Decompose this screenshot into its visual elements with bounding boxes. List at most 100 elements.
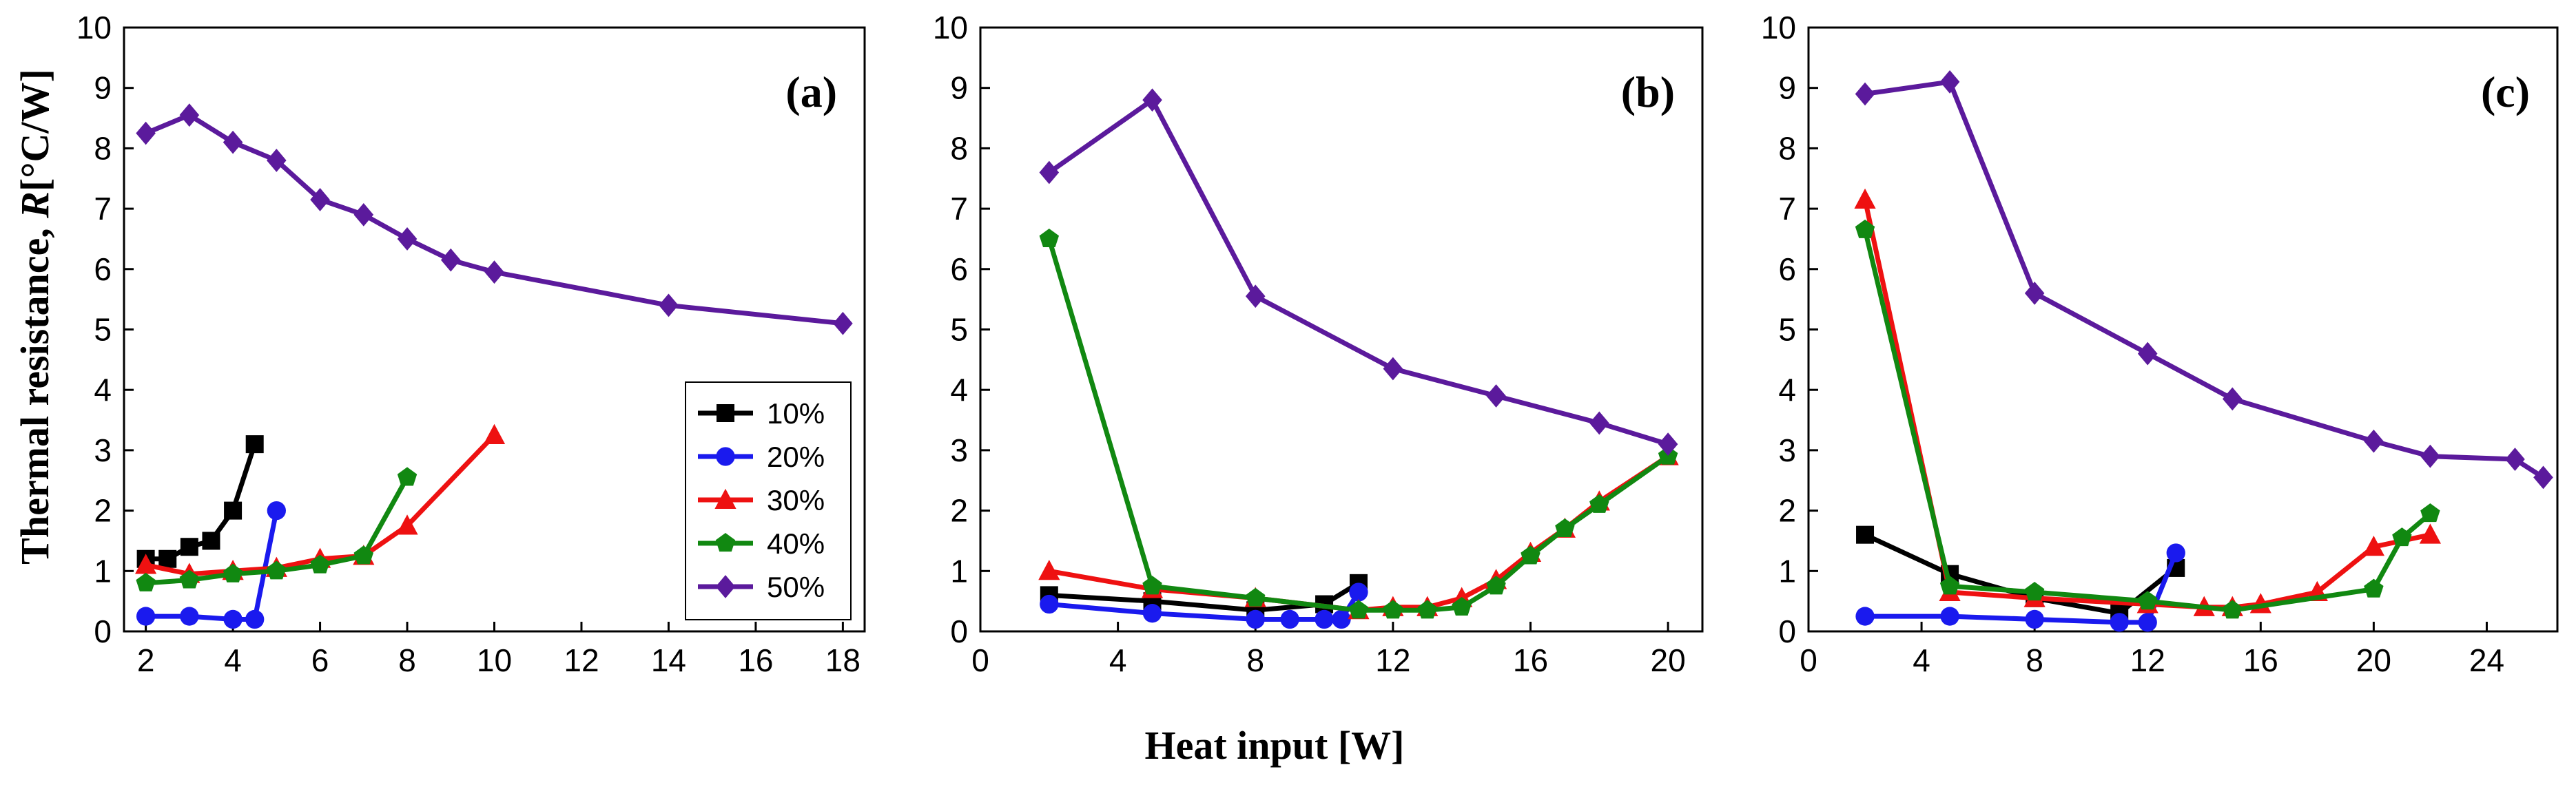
series-50pct bbox=[1039, 88, 1678, 457]
x-tick-label: 20 bbox=[2356, 642, 2391, 678]
data-point bbox=[2025, 609, 2044, 629]
data-point bbox=[1939, 70, 1960, 94]
panel-label: (a) bbox=[785, 67, 837, 116]
data-point bbox=[1038, 560, 1060, 580]
x-tick-label: 8 bbox=[398, 642, 416, 678]
series-40pct bbox=[1039, 229, 1678, 619]
y-axis-title-prefix: Thermal resistance, bbox=[12, 218, 57, 565]
data-point bbox=[353, 545, 374, 565]
plot-frame bbox=[1807, 26, 2559, 633]
data-point bbox=[1555, 518, 1575, 538]
x-tick-label: 8 bbox=[1246, 642, 1264, 678]
y-axis-title-unit: [°C/W] bbox=[12, 69, 57, 191]
series-line bbox=[1862, 229, 2432, 613]
legend-label: 10% bbox=[767, 397, 825, 430]
legend-marker bbox=[715, 533, 736, 552]
series-40pct bbox=[136, 467, 418, 591]
y-tick-label: 7 bbox=[1778, 191, 1796, 227]
y-tick-label: 7 bbox=[94, 191, 112, 227]
data-point bbox=[267, 501, 286, 521]
data-point bbox=[483, 423, 506, 444]
x-tick-label: 4 bbox=[1913, 642, 1930, 678]
data-point bbox=[202, 532, 220, 550]
y-tick-label: 4 bbox=[1778, 372, 1796, 408]
x-tick-label: 18 bbox=[825, 642, 861, 678]
x-tick-label: 12 bbox=[564, 642, 599, 678]
y-axis-title-symbol: R bbox=[12, 191, 57, 219]
y-tick-label: 1 bbox=[950, 553, 968, 589]
data-point bbox=[2024, 281, 2045, 305]
y-axis-title: Thermal resistance, R[°C/W] bbox=[12, 69, 57, 565]
plot-frame bbox=[979, 26, 1704, 633]
y-tick-label: 10 bbox=[933, 10, 968, 45]
y-tick-label: 7 bbox=[950, 191, 968, 227]
data-point bbox=[1658, 432, 1678, 457]
data-point bbox=[2419, 523, 2442, 544]
data-point bbox=[1142, 88, 1162, 112]
y-tick-label: 10 bbox=[76, 10, 112, 45]
data-point bbox=[1855, 82, 1875, 106]
data-point bbox=[1855, 219, 1875, 238]
data-point bbox=[2364, 429, 2384, 453]
data-point bbox=[1383, 600, 1403, 619]
data-point bbox=[1486, 384, 1506, 408]
legend-marker bbox=[716, 447, 735, 466]
data-point bbox=[1280, 609, 1299, 629]
data-point bbox=[267, 149, 287, 172]
series-line bbox=[145, 112, 843, 326]
legend-label: 50% bbox=[767, 571, 825, 603]
x-tick-label: 12 bbox=[1375, 642, 1410, 678]
y-tick-label: 8 bbox=[94, 130, 112, 166]
x-tick-label: 4 bbox=[224, 642, 242, 678]
data-point bbox=[2364, 578, 2384, 598]
x-tick-label: 20 bbox=[1651, 642, 1686, 678]
data-point bbox=[223, 130, 243, 154]
y-tick-label: 2 bbox=[950, 493, 968, 529]
y-tick-label: 1 bbox=[94, 553, 112, 589]
y-tick-label: 6 bbox=[94, 251, 112, 287]
series-line bbox=[1047, 238, 1670, 613]
data-point bbox=[2420, 444, 2440, 468]
y-tick-label: 2 bbox=[1778, 493, 1796, 529]
data-point bbox=[2223, 600, 2243, 619]
data-point bbox=[136, 572, 156, 591]
data-point bbox=[136, 121, 156, 145]
data-point bbox=[1940, 607, 1959, 626]
y-tick-label: 9 bbox=[950, 70, 968, 106]
x-axis-title: Heat input [W] bbox=[1145, 723, 1405, 768]
x-tick-label: 6 bbox=[311, 642, 329, 678]
series-line bbox=[1865, 552, 2178, 625]
data-point bbox=[179, 569, 200, 589]
data-point bbox=[2362, 535, 2384, 556]
y-tick-label: 3 bbox=[950, 432, 968, 468]
y-tick-label: 9 bbox=[1778, 70, 1796, 106]
data-point bbox=[1854, 188, 1876, 209]
data-point bbox=[2024, 582, 2045, 601]
y-tick-label: 5 bbox=[1778, 312, 1796, 348]
y-tick-label: 4 bbox=[950, 372, 968, 408]
data-point bbox=[1040, 594, 1059, 614]
data-point bbox=[659, 293, 679, 317]
data-point bbox=[245, 609, 265, 629]
data-point bbox=[397, 467, 418, 486]
data-point bbox=[135, 554, 157, 574]
data-point bbox=[2110, 613, 2129, 632]
x-tick-label: 0 bbox=[1800, 642, 1817, 678]
x-tick-label: 4 bbox=[1109, 642, 1127, 678]
data-point bbox=[223, 563, 243, 583]
y-tick-label: 0 bbox=[1778, 613, 1796, 649]
x-tick-label: 0 bbox=[971, 642, 989, 678]
data-point bbox=[1348, 600, 1369, 619]
data-point bbox=[1246, 609, 1265, 629]
series-50pct bbox=[136, 103, 853, 335]
data-point bbox=[2222, 387, 2243, 411]
data-point bbox=[180, 607, 199, 626]
series-20pct bbox=[1855, 543, 2185, 632]
data-point bbox=[267, 560, 287, 580]
y-tick-label: 8 bbox=[1778, 130, 1796, 166]
data-point bbox=[179, 103, 200, 127]
x-tick-label: 16 bbox=[1513, 642, 1548, 678]
